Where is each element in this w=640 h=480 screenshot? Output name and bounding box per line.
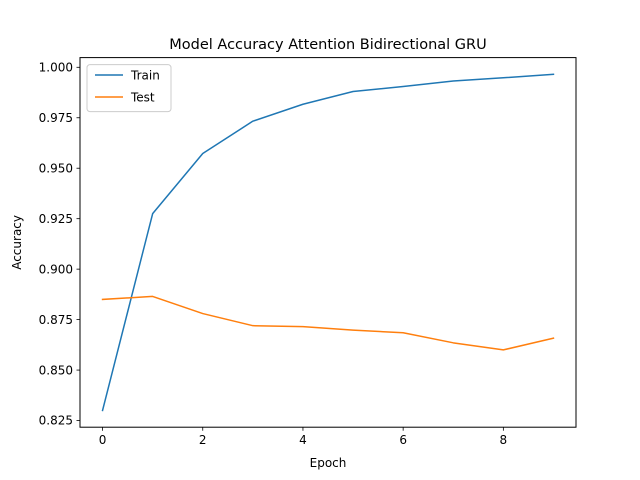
- y-tick-label: 0.900: [39, 262, 73, 276]
- x-tick-label: 6: [399, 433, 407, 447]
- x-tick-label: 4: [299, 433, 307, 447]
- x-axis: 0 2 4 6 8: [99, 427, 507, 447]
- chart-title: Model Accuracy Attention Bidirectional G…: [169, 37, 486, 53]
- y-tick-label: 1.000: [39, 60, 73, 74]
- x-tick-label: 8: [500, 433, 508, 447]
- y-tick-label: 0.875: [39, 313, 73, 327]
- plot-content: [101, 73, 555, 412]
- x-axis-label: Epoch: [310, 456, 347, 470]
- series-line-train: [101, 73, 555, 412]
- y-tick-label: 0.975: [39, 111, 73, 125]
- y-tick-label: 0.850: [39, 363, 73, 377]
- legend-label-train: Train: [130, 69, 160, 83]
- legend-box: [86, 64, 172, 113]
- legend: Train Test: [86, 64, 172, 113]
- y-tick-label: 0.925: [39, 212, 73, 226]
- y-tick-label: 0.825: [39, 414, 73, 428]
- y-axis-label: Accuracy: [10, 215, 24, 270]
- y-axis: 0.825 0.850 0.875 0.900 0.925 0.950 0.975 1.000: [39, 60, 80, 428]
- x-tick-label: 2: [199, 433, 207, 447]
- y-tick-label: 0.950: [39, 161, 73, 175]
- legend-label-test: Test: [130, 91, 155, 105]
- series-line-test: [101, 295, 555, 351]
- axes-frame: [79, 57, 577, 428]
- x-tick-label: 0: [99, 433, 107, 447]
